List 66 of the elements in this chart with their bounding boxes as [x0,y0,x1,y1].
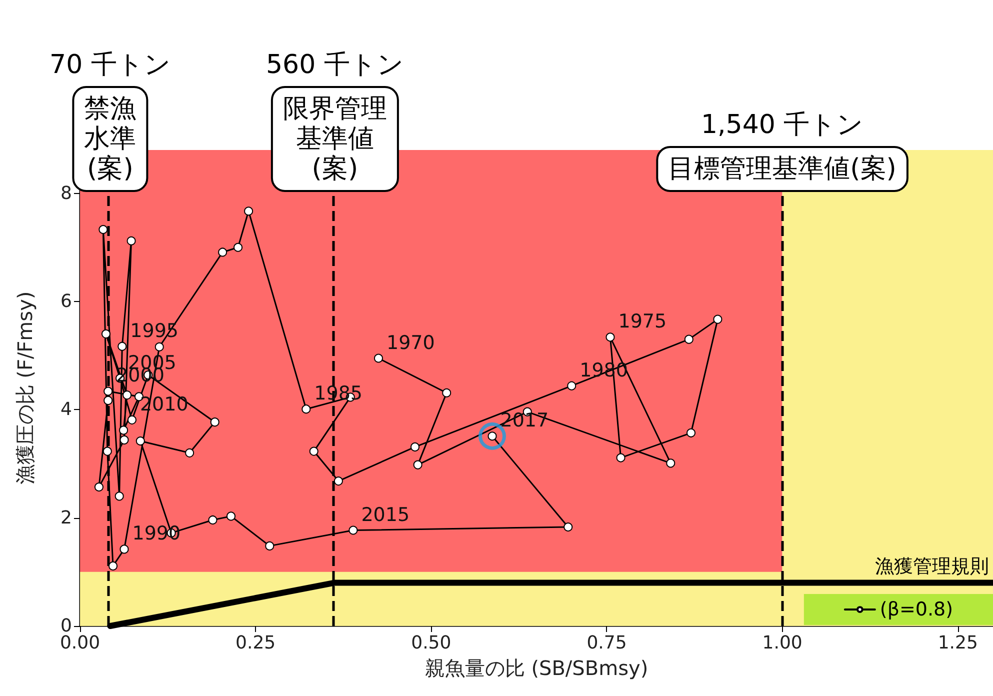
x-tick-label: 1.25 [938,632,978,654]
annotation: 2015 [361,504,410,526]
legend-title: 漁獲管理規則 [875,556,989,578]
x-axis-title: 親魚量の比 (SB/SBmsy) [424,656,648,680]
point [234,242,243,252]
point [101,329,110,338]
point [114,492,124,501]
point [210,418,220,427]
annotation: 2017 [500,410,549,432]
text: 560 千トン [266,50,404,80]
point [442,388,452,398]
ref-line-label: 目標管理基準値(案) [668,154,896,184]
point [567,381,576,390]
x-tick-label: 0.50 [411,632,452,654]
point [218,248,228,257]
y-axis-title: 漁獲圧の比 (F/Fmsy) [13,291,37,485]
point [226,512,236,521]
point [118,342,127,351]
point [666,458,676,468]
x-tick-label: 0.75 [586,632,627,654]
ref-line-label: 限界管理基準値(案) [282,94,387,184]
legend-label: (β=0.8) [880,598,954,620]
x-tick-label: 0.25 [236,632,276,654]
annotation: 1985 [314,382,362,405]
y-tick-label: 2 [60,507,72,528]
y-tick-label: 6 [60,290,72,312]
point [686,428,696,438]
point [126,236,136,246]
point [265,541,274,550]
point [120,435,129,444]
point [302,404,311,414]
point [410,442,420,452]
point [122,390,132,400]
point [616,453,626,462]
annotation: 1970 [386,332,435,354]
point [119,426,128,435]
annotation: 1975 [618,310,667,333]
y-tick-label: 8 [60,182,72,204]
ref-line-label: 禁漁水準(案) [84,94,136,184]
point [94,482,104,492]
point [98,225,108,234]
point [309,446,318,456]
point [127,415,136,424]
point [136,436,145,446]
text: 70 千トン [50,50,171,80]
point [208,515,218,524]
point [244,206,254,216]
point [564,522,573,532]
text: 1,540 千トン [700,110,864,140]
x-tick-label: 1.00 [762,632,802,654]
point [104,396,113,405]
point [713,314,722,324]
point [348,526,358,535]
point [606,332,615,342]
y-tick-label: 4 [60,399,72,420]
point [108,561,118,570]
point [154,342,164,352]
point [104,386,113,396]
point [334,476,343,486]
point [185,448,194,458]
point [413,460,422,470]
point [120,544,129,554]
point [684,334,694,344]
annotation: 1990 [132,522,181,545]
point [102,446,112,456]
point [374,354,383,363]
